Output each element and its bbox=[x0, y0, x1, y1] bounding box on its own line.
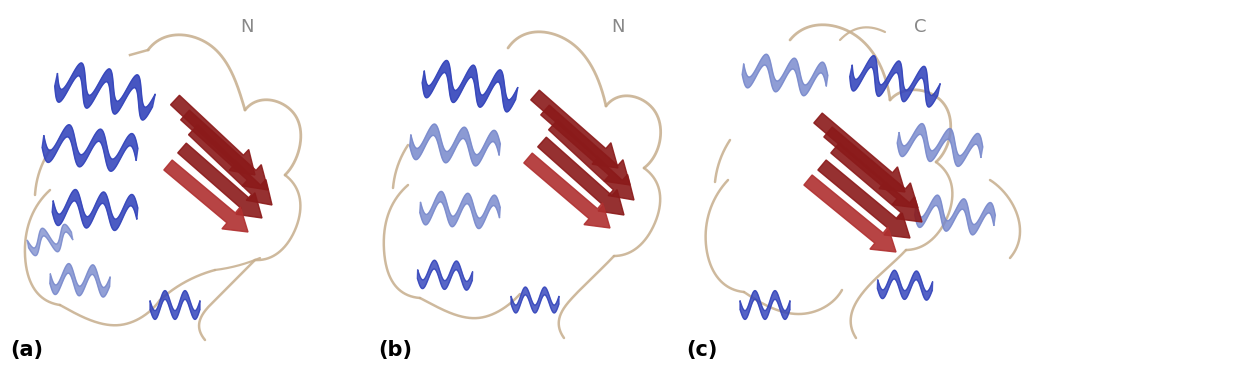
FancyArrow shape bbox=[548, 120, 634, 200]
Polygon shape bbox=[915, 195, 996, 235]
Polygon shape bbox=[41, 125, 138, 171]
Polygon shape bbox=[55, 63, 156, 120]
Polygon shape bbox=[897, 124, 983, 166]
Polygon shape bbox=[410, 124, 500, 166]
Polygon shape bbox=[512, 287, 559, 313]
Polygon shape bbox=[877, 270, 933, 300]
FancyArrow shape bbox=[163, 160, 248, 232]
FancyArrow shape bbox=[818, 160, 910, 238]
FancyArrow shape bbox=[189, 125, 272, 205]
FancyArrow shape bbox=[541, 105, 630, 185]
FancyArrow shape bbox=[530, 90, 618, 168]
FancyArrow shape bbox=[538, 137, 623, 215]
Polygon shape bbox=[28, 224, 73, 256]
FancyArrow shape bbox=[804, 175, 896, 252]
Polygon shape bbox=[150, 291, 200, 319]
Text: N: N bbox=[240, 18, 254, 36]
Polygon shape bbox=[420, 192, 500, 228]
Text: (b): (b) bbox=[378, 340, 412, 360]
FancyArrow shape bbox=[813, 113, 905, 192]
Text: (a): (a) bbox=[10, 340, 43, 360]
Polygon shape bbox=[422, 60, 518, 112]
FancyArrow shape bbox=[831, 143, 921, 222]
Text: (c): (c) bbox=[686, 340, 718, 360]
FancyArrow shape bbox=[524, 153, 610, 228]
Polygon shape bbox=[50, 264, 111, 297]
Text: C: C bbox=[914, 18, 926, 36]
Polygon shape bbox=[52, 190, 138, 230]
FancyArrow shape bbox=[823, 127, 918, 208]
Text: N: N bbox=[611, 18, 625, 36]
Polygon shape bbox=[740, 291, 789, 319]
Polygon shape bbox=[850, 56, 940, 107]
Polygon shape bbox=[417, 260, 473, 290]
FancyArrow shape bbox=[177, 143, 261, 218]
FancyArrow shape bbox=[171, 95, 255, 175]
Polygon shape bbox=[742, 54, 828, 96]
FancyArrow shape bbox=[181, 110, 268, 190]
